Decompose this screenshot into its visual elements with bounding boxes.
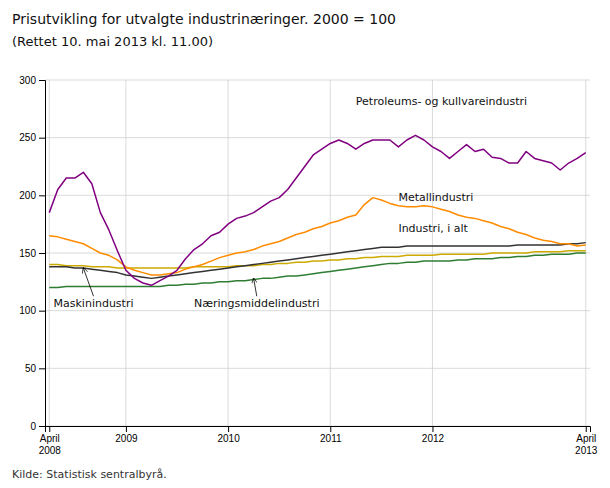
line [49,198,585,275]
grid [45,80,590,426]
tick: 0 [30,421,45,432]
source: Kilde: Statistisk sentralbyrå. [12,468,167,481]
tick-label: 2010 [217,433,240,444]
tick-label: 200 [19,190,36,201]
tick-mark [39,368,45,369]
tick-mark [39,426,45,427]
tick-label-line: April [576,433,596,444]
tick-label: April2008 [39,433,62,456]
lines [49,135,585,287]
grid-line [45,310,590,311]
grid-line [125,80,126,426]
tick-mark [432,426,433,432]
axis-line [39,81,46,427]
grid-line [330,80,331,426]
line [49,253,585,288]
tick: 2009 [115,426,138,444]
tick-label-line: 2011 [320,433,342,444]
tick-label: 2012 [422,433,445,444]
tick-label: 50 [25,363,37,374]
tick: 2012 [422,426,445,444]
subtitle: (Rettet 10. mai 2013 kl. 11.00) [12,34,213,49]
grid-line [45,80,590,81]
annotation: Industri, i alt [398,222,468,235]
tick-label-line: 2008 [39,445,62,456]
tick: 250 [19,132,45,143]
grid-line [45,195,590,196]
annotation: Maskinindustri [54,297,134,310]
tick: 200 [19,190,45,201]
tick-mark [49,426,50,432]
tick-mark [586,426,587,432]
annotation: Metallindustri [398,191,473,204]
grid-line [49,80,50,426]
chart: Prisutvikling for utvalgte industrinærin… [0,0,610,488]
y-axis: 0 50 100 150 200 250 300 [19,75,45,432]
tick-label-line: 2010 [217,433,240,444]
grid-line [45,368,590,369]
tick-label-line: 2009 [115,433,138,444]
annotation-arrow [83,268,93,296]
tick-mark [126,426,127,432]
annotation: Næringsmiddelindustri [194,297,319,310]
line [49,135,585,285]
x-axis: April20082009201020112012April2013 [39,426,598,456]
annotation: Petroleums- og kullvareindustri [356,95,527,108]
tick-label: 250 [19,132,36,143]
grid-line [432,80,433,426]
tick-label-line: 2012 [422,433,445,444]
annotations: Maskinindustri Næringsmiddelindustri Metal… [54,95,528,310]
tick-label-line: 2013 [575,445,598,456]
tick-mark [228,426,229,432]
tick-mark [39,311,45,312]
tick-label: 150 [19,248,36,259]
tick: 300 [19,75,45,86]
tick: April2008 [39,426,62,456]
tick-mark [39,253,45,254]
annotation-arrow [254,278,257,296]
tick-label: 300 [19,75,36,86]
tick-mark [39,80,45,81]
tick-label: April2013 [575,433,598,456]
tick: 2010 [217,426,240,444]
line [49,251,585,268]
tick: 150 [19,248,45,259]
grid-line [45,137,590,138]
tick-label: 100 [19,305,36,316]
tick-mark [330,426,331,432]
tick-label-line: April [40,433,60,444]
grid-line [228,80,229,426]
plot: 050100150200250300April20082009201020112… [19,75,597,456]
tick-label: 2009 [115,433,138,444]
title: Prisutvikling for utvalgte industrinærin… [12,11,396,27]
tick: 50 [25,363,45,374]
tick-mark [39,195,45,196]
tick: 2011 [320,426,342,444]
tick-mark [39,138,45,139]
axis-line [46,427,591,433]
tick: 100 [19,305,45,316]
tick-label: 2011 [320,433,342,444]
tick-label: 0 [30,421,36,432]
tick: April2013 [575,426,598,456]
